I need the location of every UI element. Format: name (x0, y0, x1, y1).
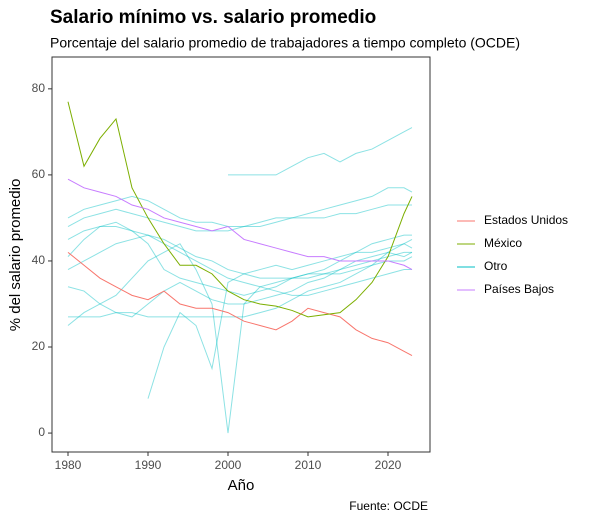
x-tick-label: 2000 (215, 458, 242, 472)
series-line (147, 243, 413, 399)
series-line (67, 101, 413, 318)
y-axis-label: % del salario promedio (7, 179, 24, 332)
legend-label: Países Bajos (484, 282, 554, 296)
x-tick-label: 2010 (295, 458, 322, 472)
y-tick-label: 60 (32, 167, 46, 181)
x-axis-label: Año (228, 477, 255, 494)
chart-subtitle: Porcentaje del salario promedio de traba… (50, 35, 520, 51)
series-line (67, 187, 413, 228)
series-line (67, 234, 413, 279)
series-line (228, 127, 413, 176)
series-line (67, 226, 412, 296)
y-tick-label: 40 (32, 253, 46, 267)
plot-border (51, 56, 431, 453)
chart-title: Salario mínimo vs. salario promedio (50, 7, 376, 28)
legend-label: Estados Unidos (484, 213, 568, 227)
y-tick-label: 20 (32, 339, 46, 353)
series-line (67, 204, 412, 232)
y-tick-label: 80 (32, 81, 46, 95)
series-line (67, 243, 412, 434)
series-line (67, 251, 413, 357)
caption: Fuente: OCDE (349, 499, 428, 513)
x-tick-label: 1990 (135, 458, 162, 472)
series-line (68, 238, 413, 318)
legend-label: México (484, 236, 522, 250)
x-tick-label: 2020 (375, 458, 402, 472)
series-line (67, 251, 413, 318)
series-line (67, 221, 412, 296)
x-tick-label: 1980 (55, 458, 82, 472)
series-line (67, 178, 413, 271)
legend-label: Otro (484, 259, 508, 273)
y-tick-label: 0 (38, 425, 45, 439)
